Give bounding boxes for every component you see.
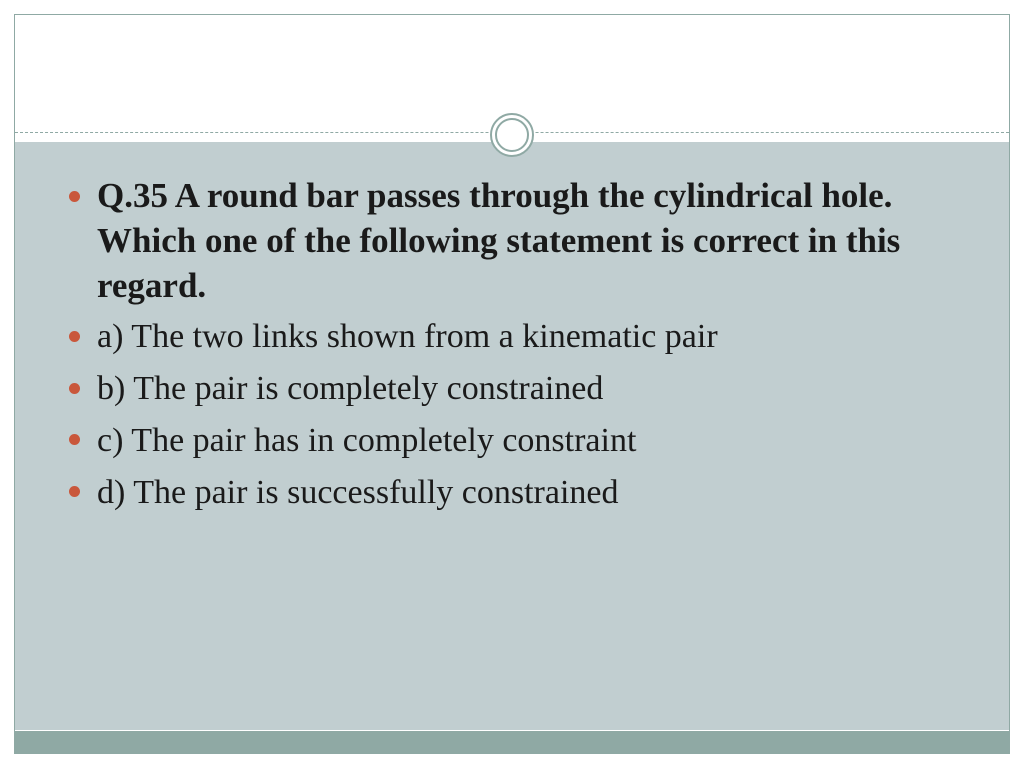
question-label: Q.35 A round bar passes through the cyli…	[97, 176, 900, 305]
question-list: Q.35 A round bar passes through the cyli…	[63, 174, 961, 516]
option-d: d) The pair is successfully constrained	[63, 470, 961, 516]
ring-icon	[489, 112, 535, 158]
option-label: c) The pair has in completely constraint	[97, 422, 636, 459]
option-a: a) The two links shown from a kinematic …	[63, 314, 961, 360]
question-text: Q.35 A round bar passes through the cyli…	[63, 174, 961, 308]
content-area: Q.35 A round bar passes through the cyli…	[15, 142, 1009, 730]
option-label: d) The pair is successfully constrained	[97, 474, 619, 511]
option-b: b) The pair is completely constrained	[63, 366, 961, 412]
slide: Q.35 A round bar passes through the cyli…	[0, 0, 1024, 768]
bottom-accent-bar	[15, 731, 1009, 753]
option-label: a) The two links shown from a kinematic …	[97, 318, 718, 355]
option-label: b) The pair is completely constrained	[97, 370, 603, 407]
option-c: c) The pair has in completely constraint	[63, 418, 961, 464]
